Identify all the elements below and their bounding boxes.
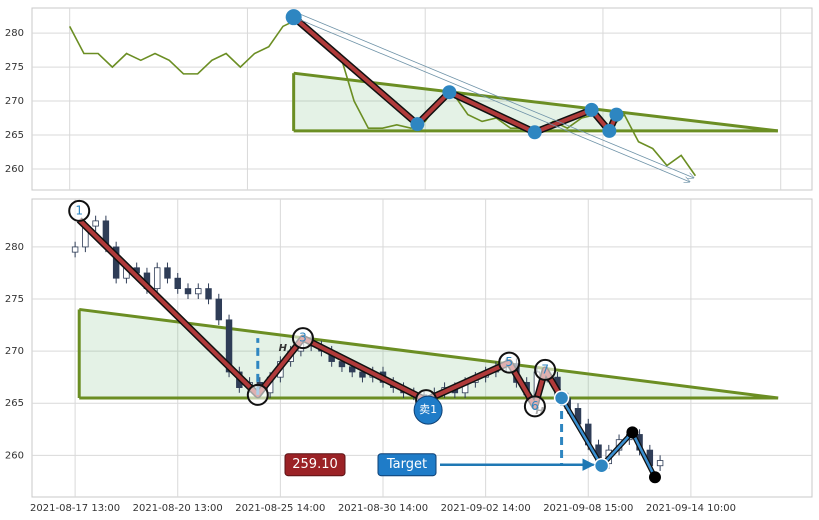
- y-tick-label: 270: [5, 346, 24, 357]
- sell-marker: [413, 395, 443, 425]
- pivot-circle: [523, 395, 546, 418]
- x-tick-label: 2021-08-25 14:00: [235, 503, 325, 514]
- candle-body: [153, 267, 161, 290]
- projection-line: [560, 397, 657, 478]
- y-tick-label: 280: [5, 242, 24, 253]
- y-tick-label: 260: [5, 450, 24, 461]
- candle-body: [184, 288, 192, 295]
- pivot-label: 5: [505, 355, 513, 369]
- pivot-point: [527, 125, 542, 140]
- x-tick-label: 2021-08-30 14:00: [338, 503, 428, 514]
- x-tick-label: 2021-09-02 14:00: [441, 503, 531, 514]
- x-tick-label: 2021-09-14 10:00: [646, 503, 736, 514]
- candle-body: [656, 460, 664, 467]
- y-tick-label: 265: [5, 130, 24, 141]
- candle-body: [215, 298, 223, 321]
- pivot-label: 3: [299, 331, 307, 345]
- candle-body: [225, 319, 233, 373]
- x-tick-label: 2021-09-08 15:00: [543, 503, 633, 514]
- y-tick-label: 280: [5, 28, 24, 39]
- plot-frame: [31, 7, 813, 191]
- pivot-point: [410, 117, 425, 132]
- price-label: 259.10: [292, 457, 338, 472]
- pivot-point: [584, 102, 599, 117]
- pivot-point: [285, 9, 302, 26]
- pivot-circle: [534, 358, 557, 381]
- pivot-circle: [68, 199, 91, 222]
- projection-point: [553, 390, 570, 406]
- projection-point: [626, 426, 639, 439]
- candle-body: [205, 288, 212, 300]
- trend-arrow: [297, 12, 694, 178]
- projection-point: [648, 471, 661, 484]
- candle-body: [71, 246, 79, 253]
- y-tick-label: 260: [5, 164, 24, 175]
- pivot-label: 1: [75, 203, 83, 217]
- y-tick-label: 265: [5, 398, 24, 409]
- triangle-upper: [79, 307, 779, 400]
- candle-body: [92, 220, 99, 227]
- x-tick-label: 2021-08-20 13:00: [133, 503, 223, 514]
- y-tick-label: 275: [5, 62, 24, 73]
- trend-arrow: [293, 16, 690, 182]
- price-box: [284, 453, 346, 477]
- height-label: H: [279, 343, 288, 354]
- candle-body: [195, 288, 202, 295]
- candle-body: [164, 267, 171, 279]
- pivot-point: [602, 123, 617, 138]
- target-label: Target: [386, 457, 427, 472]
- pivot-point: [609, 107, 624, 122]
- plot-frame: [31, 198, 813, 498]
- pivot-circle: [291, 327, 314, 350]
- pivot-label: 6: [531, 399, 539, 413]
- pivot-point: [442, 85, 457, 100]
- pivot-circle: [498, 351, 521, 374]
- sell-label: 卖1: [419, 403, 437, 416]
- candle-body: [174, 277, 181, 290]
- x-tick-label: 2021-08-17 13:00: [30, 503, 120, 514]
- y-tick-label: 275: [5, 294, 24, 305]
- pivot-circle: [246, 383, 269, 406]
- pivot-label: 7: [541, 362, 549, 376]
- target-box: [377, 453, 437, 477]
- y-tick-label: 270: [5, 96, 24, 107]
- projection-point: [593, 457, 610, 474]
